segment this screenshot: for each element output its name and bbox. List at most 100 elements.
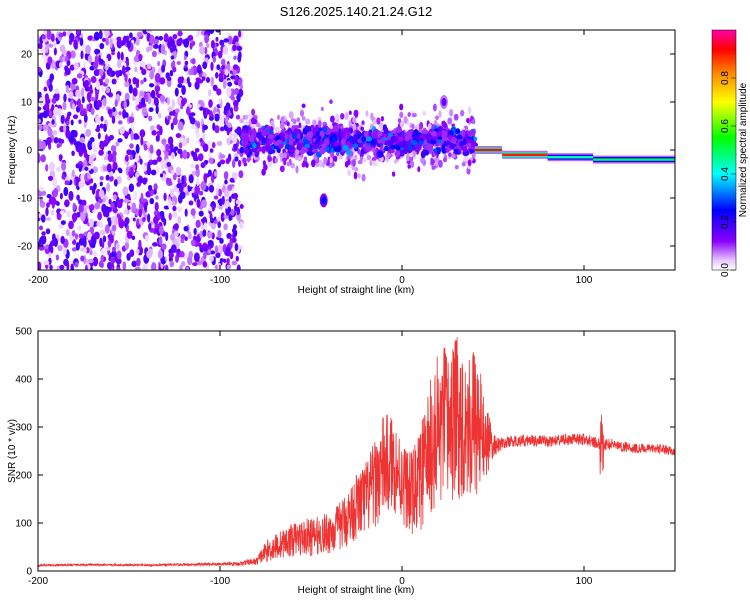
heatmap-cell: [101, 85, 105, 92]
heatmap-cell: [348, 120, 352, 127]
heatmap-cell: [220, 212, 225, 222]
heatmap-cell: [96, 221, 100, 227]
y-tick-label: -10: [18, 194, 33, 205]
heatmap-cell: [93, 147, 98, 153]
spectrogram-x-label: Height of straight line (km): [298, 285, 415, 296]
heatmap-cell: [177, 121, 184, 131]
heatmap-cell: [233, 55, 237, 61]
heatmap-cell: [219, 257, 224, 263]
heatmap-cell: [223, 223, 228, 231]
heatmap-cell: [114, 99, 118, 107]
heatmap-cell: [139, 91, 145, 97]
heatmap-cell: [193, 252, 200, 263]
heatmap-cell: [315, 139, 321, 144]
heatmap-cell: [114, 216, 119, 226]
heatmap-cell: [234, 242, 239, 252]
heatmap-cell: [179, 264, 183, 270]
heatmap-cell: [404, 135, 410, 142]
heatmap-cell: [53, 106, 59, 116]
heatmap-cell: [399, 103, 404, 111]
heatmap-cell: [122, 261, 127, 270]
heatmap-cell: [89, 178, 94, 184]
heatmap-cell: [153, 96, 157, 106]
heatmap-cell: [196, 178, 200, 186]
heatmap-cell: [431, 165, 436, 170]
heatmap-cell: [190, 124, 197, 130]
heatmap-cell: [40, 46, 46, 56]
heatmap-cell: [90, 75, 97, 84]
heatmap-cell: [169, 69, 174, 77]
heatmap-line-core: [474, 148, 503, 152]
heatmap-cell: [207, 140, 212, 147]
heatmap-cell: [352, 159, 356, 167]
heatmap-cell: [145, 94, 149, 103]
heatmap-cell: [131, 235, 136, 241]
heatmap-cell: [161, 64, 166, 73]
heatmap-cell: [213, 219, 218, 224]
heatmap-cell: [95, 127, 101, 133]
heatmap-cell: [198, 210, 204, 217]
heatmap-cell: [62, 31, 67, 37]
heatmap-cell: [198, 242, 202, 248]
heatmap-cell: [182, 149, 188, 160]
heatmap-cell: [89, 84, 93, 93]
heatmap-cell: [230, 208, 235, 216]
heatmap-cell: [147, 184, 153, 192]
heatmap-cell: [440, 130, 448, 138]
heatmap-cell: [139, 129, 146, 138]
heatmap-cell: [136, 257, 141, 267]
heatmap-cell: [111, 115, 116, 124]
heatmap-cell: [95, 91, 99, 101]
heatmap-cell: [136, 181, 141, 187]
heatmap-cell: [170, 152, 176, 160]
heatmap-cell: [357, 173, 361, 179]
heatmap-cell: [78, 180, 85, 189]
heatmap-cell: [333, 147, 341, 152]
heatmap-cell: [95, 116, 101, 124]
heatmap-cell: [344, 127, 350, 133]
heatmap-cell: [53, 238, 58, 247]
snr-series-line: [38, 337, 675, 568]
heatmap-cell: [81, 199, 87, 207]
heatmap-cell: [188, 200, 194, 206]
heatmap-cell: [151, 130, 157, 136]
heatmap-cell: [45, 164, 49, 172]
heatmap-cell: [140, 136, 144, 146]
heatmap-cell: [226, 232, 232, 239]
heatmap-cell: [177, 83, 183, 88]
heatmap-cell: [45, 207, 49, 217]
heatmap-cell: [172, 33, 178, 40]
heatmap-cell: [41, 34, 46, 40]
heatmap-cell: [56, 265, 61, 270]
heatmap-cell: [120, 51, 124, 61]
heatmap-cell: [159, 173, 164, 178]
heatmap-cell: [108, 219, 112, 227]
heatmap-cell: [352, 135, 358, 144]
heatmap-cell: [329, 115, 335, 123]
heatmap-cell: [63, 258, 69, 267]
x-tick-label: 0: [399, 576, 405, 587]
heatmap-cell: [134, 66, 138, 73]
heatmap-cell: [170, 122, 174, 131]
heatmap-cell: [226, 87, 232, 97]
heatmap-cell: [122, 65, 126, 75]
heatmap-cell: [68, 91, 74, 99]
heatmap-cell: [209, 255, 214, 262]
heatmap-cell: [98, 30, 103, 40]
heatmap-cell: [252, 124, 256, 130]
heatmap-cell: [469, 147, 474, 155]
heatmap-cell: [303, 156, 308, 162]
heatmap-cell: [112, 106, 116, 113]
heatmap-cell: [38, 244, 45, 251]
heatmap-cell: [284, 132, 289, 140]
heatmap-cell: [266, 125, 271, 131]
heatmap-cell: [306, 150, 314, 156]
heatmap-cell: [232, 64, 239, 70]
heatmap-cell: [68, 220, 74, 230]
heatmap-cell: [64, 199, 70, 208]
heatmap-cell: [247, 113, 253, 118]
heatmap-cell: [261, 145, 266, 154]
heatmap-cell: [304, 125, 311, 132]
heatmap-cell: [436, 131, 443, 137]
